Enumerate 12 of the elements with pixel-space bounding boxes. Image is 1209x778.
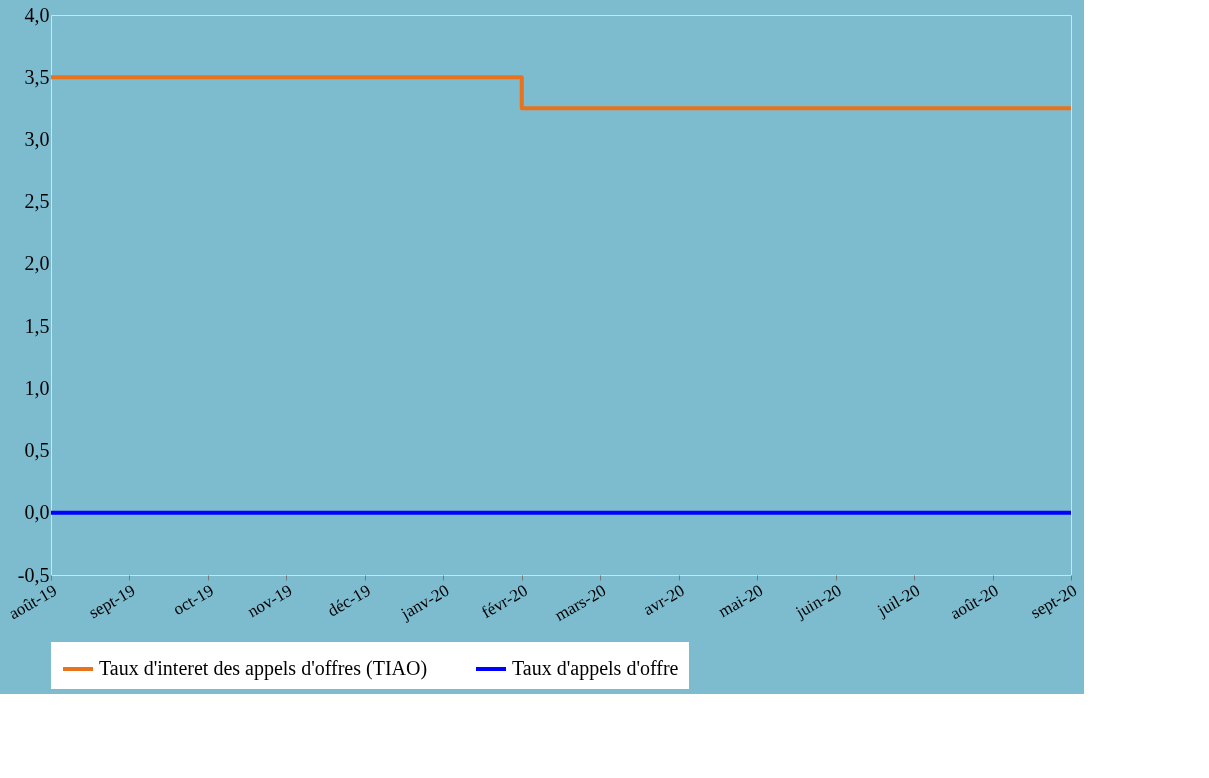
legend-label: Taux d'appels d'offre (512, 657, 679, 680)
y-tick-label: 2,0 (24, 252, 50, 275)
y-tick-label: 1,5 (24, 314, 50, 337)
y-tick-label: 2,5 (24, 190, 50, 213)
y-tick-label: 3,0 (24, 127, 50, 150)
y-tick-label: 4,0 (24, 3, 50, 26)
y-tick-label: 1,0 (24, 376, 50, 399)
legend-label: Taux d'interet des appels d'offres (TIAO) (99, 657, 428, 680)
y-tick-label: 0,5 (24, 439, 50, 462)
y-tick-label: 0,0 (24, 501, 50, 524)
y-tick-label: 3,5 (24, 65, 50, 88)
y-tick-label: -0,5 (17, 563, 50, 586)
